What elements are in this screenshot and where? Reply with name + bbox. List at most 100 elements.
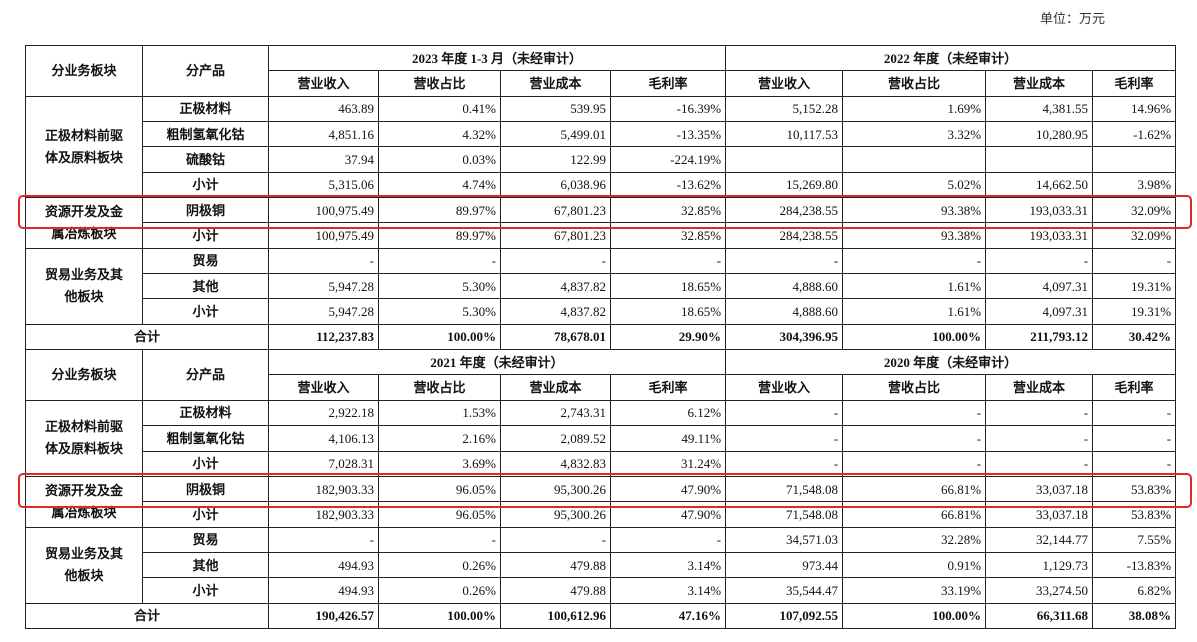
column-header: 营业成本 (500, 70, 611, 97)
value-cell: 67,801.23 (500, 197, 611, 224)
value-cell: 0.26% (378, 551, 501, 579)
total-cell: 107,092.55 (725, 602, 844, 629)
value-cell: - (842, 425, 987, 452)
value-cell: - (268, 526, 379, 553)
value-cell: 182,903.33 (268, 475, 379, 503)
value-cell: 53.83% (1092, 475, 1177, 503)
value-cell: 2.16% (378, 425, 501, 452)
value-cell: 100,975.49 (268, 197, 379, 224)
segment-cell: 资源开发及金 属冶炼板块 (25, 197, 143, 249)
value-cell: 463.89 (268, 95, 379, 123)
value-cell: 1,129.73 (985, 551, 1094, 579)
value-cell: - (725, 247, 844, 275)
data-row: 粗制氢氧化钴 4,851.16 4.32% 5,499.01 -13.35% 10,117… (26, 121, 1177, 148)
value-cell: 93.38% (842, 197, 987, 224)
value-cell: 0.91% (842, 551, 987, 579)
column-header: 毛利率 (609, 70, 727, 97)
value-cell: - (985, 247, 1094, 275)
value-cell: 10,117.53 (725, 121, 844, 148)
value-cell: - (500, 526, 611, 553)
value-cell: 0.03% (378, 146, 501, 173)
value-cell: 89.97% (378, 197, 501, 224)
column-header: 营业收入 (268, 374, 379, 401)
value-cell: - (985, 450, 1094, 477)
value-cell: 5,152.28 (725, 95, 844, 123)
value-cell: 6.12% (609, 399, 727, 427)
value-cell: 3.14% (609, 577, 727, 604)
value-cell: 4,837.82 (500, 298, 611, 325)
value-cell: 100,975.49 (268, 222, 379, 249)
data-row: 资源开发及金 属冶炼板块 阴极铜 182,903.33 96.05% 95,300.26 4… (25, 475, 1177, 528)
value-cell: - (609, 247, 727, 275)
period-header: 2023 年度 1-3 月（未经审计） (267, 44, 727, 72)
value-cell: 33,037.18 (985, 501, 1094, 528)
value-cell: 284,238.55 (725, 197, 844, 224)
value-cell: 37.94 (268, 146, 379, 173)
total-row: 合计 190,426.57 100.00% 100,612.96 47.16% 107,0… (25, 602, 1177, 629)
segment-cell: 正极材料前驱 体及原料板块 (25, 95, 143, 199)
value-cell: 53.83% (1092, 501, 1177, 528)
value-cell: 4,097.31 (985, 273, 1094, 300)
value-cell: 33,037.18 (985, 475, 1094, 503)
data-row: 贸易业务及其 他板块 贸易 - - - - - - - - (25, 247, 1177, 325)
value-cell: 32.09% (1092, 222, 1177, 249)
value-cell: 5,315.06 (268, 171, 379, 199)
total-cell: 100.00% (842, 323, 987, 351)
column-header: 营业成本 (500, 374, 611, 401)
value-cell: 32.09% (1092, 197, 1177, 224)
column-header: 营业收入 (725, 70, 844, 97)
value-cell: -224.19% (609, 146, 727, 173)
product-cell: 硫酸钴 (142, 146, 269, 173)
product-cell: 粗制氢氧化钴 (142, 425, 269, 452)
value-cell: 18.65% (609, 298, 727, 325)
value-cell: 32.28% (842, 526, 987, 553)
column-header: 毛利率 (609, 374, 727, 401)
product-cell: 小计 (142, 171, 269, 199)
total-cell: 66,311.68 (985, 602, 1094, 629)
column-header: 营收占比 (842, 70, 987, 97)
total-cell: 100.00% (842, 602, 987, 629)
value-cell (985, 146, 1094, 173)
column-header: 营收占比 (378, 70, 501, 97)
product-cell: 阴极铜 (142, 197, 269, 224)
product-cell: 贸易 (142, 526, 269, 553)
column-header: 营业成本 (985, 374, 1094, 401)
product-cell: 小计 (142, 298, 269, 325)
value-cell: 7,028.31 (268, 450, 379, 477)
header-row: 分业务板块 分产品 2023 年度 1-3 月（未经审计） 2022 年度（未经审计） (25, 44, 1177, 97)
data-row: 正极材料前驱 体及原料板块 正极材料 2,922.18 1.53% 2,743.31 6.1… (25, 399, 1177, 477)
value-cell: - (268, 247, 379, 275)
product-cell: 小计 (142, 450, 269, 477)
value-cell: 2,743.31 (500, 399, 611, 427)
data-row: 小计 5,947.28 5.30% 4,837.82 18.65% 4,888.60 1.6… (26, 298, 1177, 325)
value-cell: 1.53% (378, 399, 501, 427)
value-cell: 479.88 (500, 577, 611, 604)
value-cell: 1.69% (842, 95, 987, 123)
data-row: 小计 7,028.31 3.69% 4,832.83 31.24% - - - - (26, 450, 1177, 477)
value-cell: 34,571.03 (725, 526, 844, 553)
value-cell: 122.99 (500, 146, 611, 173)
value-cell: 32.85% (609, 222, 727, 249)
data-row: 小计 5,315.06 4.74% 6,038.96 -13.62% 15,269.80 5… (26, 171, 1177, 199)
segment-line: 贸易业务及其 (44, 546, 123, 562)
data-row: 资源开发及金 属冶炼板块 阴极铜 100,975.49 89.97% 67,801.23 3… (25, 197, 1177, 249)
value-cell: 479.88 (500, 551, 611, 579)
segment-line: 他板块 (64, 289, 104, 305)
header-row: 营业收入 营收占比 营业成本 毛利率 营业收入 营收占比 营业成本 毛利率 (26, 374, 1177, 401)
value-cell: 10,280.95 (985, 121, 1094, 148)
unit-label: 单位：万元 (1040, 11, 1106, 26)
segment-line: 体及原料板块 (44, 149, 123, 165)
segment-line: 体及原料板块 (44, 441, 123, 457)
value-cell: 4,888.60 (725, 273, 844, 300)
value-cell: 4,888.60 (725, 298, 844, 325)
segment-cell: 贸易业务及其 他板块 (25, 247, 143, 325)
total-cell: 211,793.12 (985, 323, 1094, 351)
value-cell: 494.93 (268, 551, 379, 579)
value-cell: 95,300.26 (500, 475, 611, 503)
value-cell: 6,038.96 (500, 171, 611, 199)
value-cell: 2,922.18 (268, 399, 379, 427)
header-cell: 分业务板块 (25, 45, 143, 97)
data-row: 小计 494.93 0.26% 479.88 3.14% 35,544.47 33.19% 3… (26, 577, 1177, 604)
total-cell: 29.90% (609, 323, 727, 351)
segment-line: 贸易业务及其 (44, 267, 123, 283)
